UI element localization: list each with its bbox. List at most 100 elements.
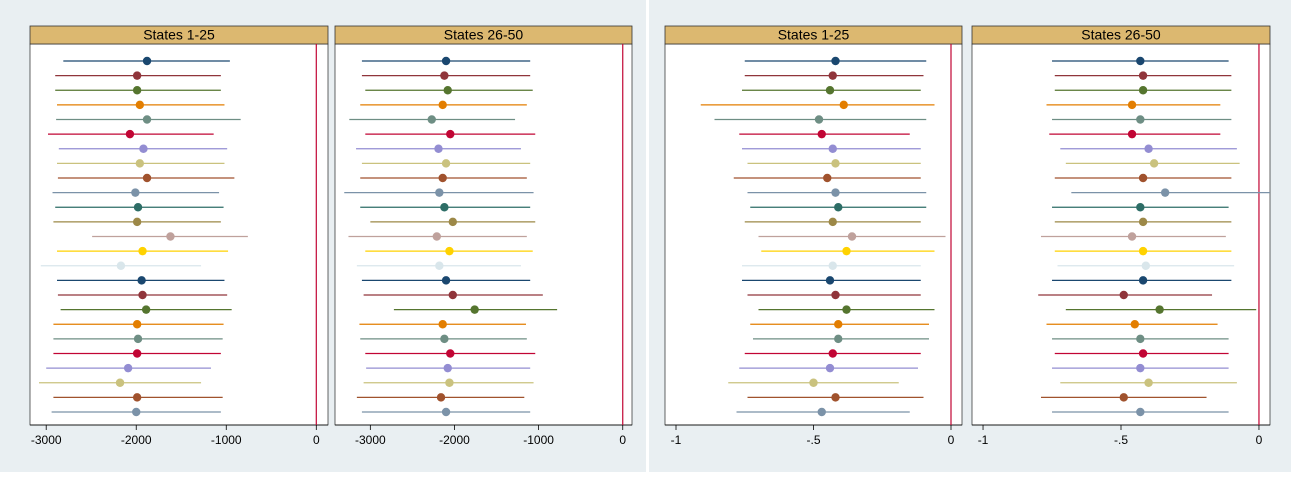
- x-tick-label: -1000: [523, 433, 554, 447]
- point-estimate: [825, 276, 835, 285]
- point-estimate: [445, 378, 454, 387]
- group-divider: [646, 0, 649, 472]
- point-estimate: [1149, 159, 1159, 168]
- point-estimate: [1136, 115, 1145, 124]
- point-estimate: [133, 334, 143, 344]
- point-estimate: [1136, 334, 1145, 344]
- point-estimate: [132, 71, 142, 80]
- point-estimate: [839, 100, 848, 110]
- point-estimate: [1138, 71, 1148, 80]
- point-estimate: [438, 173, 447, 183]
- point-estimate: [1138, 173, 1148, 183]
- point-estimate: [438, 320, 447, 329]
- point-estimate: [1138, 276, 1148, 285]
- point-estimate: [809, 378, 818, 387]
- point-estimate: [834, 334, 843, 344]
- x-tick-label: -1: [671, 433, 682, 447]
- panel-header: [29, 25, 329, 45]
- point-estimate: [441, 407, 451, 417]
- point-estimate: [1136, 407, 1145, 417]
- point-estimate: [142, 173, 152, 183]
- point-estimate: [831, 393, 840, 402]
- point-estimate: [131, 188, 140, 197]
- point-estimate: [1138, 217, 1148, 227]
- x-tick-label: -3000: [31, 433, 62, 447]
- point-estimate: [141, 305, 151, 314]
- series-group: [1038, 44, 1270, 425]
- x-tick-label: 0: [619, 433, 626, 447]
- point-estimate: [828, 144, 837, 153]
- panel-title: States 1-25: [143, 27, 215, 43]
- point-estimate: [436, 393, 446, 402]
- point-estimate: [435, 188, 444, 197]
- point-estimate: [1160, 188, 1170, 197]
- x-tick-label: 0: [313, 433, 320, 447]
- point-estimate: [1138, 86, 1148, 95]
- point-estimate: [441, 56, 451, 66]
- point-estimate: [817, 407, 826, 417]
- point-estimate: [135, 159, 145, 168]
- point-estimate: [448, 217, 457, 227]
- point-estimate: [435, 261, 444, 270]
- point-estimate: [132, 407, 141, 417]
- point-estimate: [125, 129, 135, 139]
- panel-title: States 26-50: [1081, 27, 1161, 43]
- point-estimate: [817, 129, 826, 139]
- x-tick-label: 0: [948, 433, 955, 447]
- point-estimate: [427, 115, 436, 124]
- point-estimate: [1155, 305, 1164, 314]
- point-estimate: [434, 144, 443, 153]
- point-estimate: [441, 159, 451, 168]
- point-estimate: [834, 320, 843, 329]
- x-tick-label: -.5: [1114, 433, 1128, 447]
- point-estimate: [132, 217, 142, 227]
- point-estimate: [1144, 378, 1153, 387]
- x-tick-label: -.5: [806, 433, 820, 447]
- point-estimate: [445, 246, 454, 256]
- point-estimate: [825, 86, 835, 95]
- point-estimate: [1136, 203, 1145, 212]
- point-estimate: [1138, 349, 1148, 358]
- point-estimate: [828, 71, 837, 80]
- point-estimate: [443, 363, 452, 373]
- point-estimate: [115, 378, 125, 387]
- x-tick-label: 0: [1256, 433, 1263, 447]
- point-estimate: [440, 203, 449, 212]
- point-estimate: [132, 86, 142, 95]
- point-estimate: [137, 276, 146, 285]
- panel-header: [664, 25, 963, 45]
- plot-area: [334, 43, 633, 426]
- point-estimate: [847, 232, 857, 241]
- point-estimate: [1119, 393, 1128, 402]
- point-estimate: [446, 349, 455, 358]
- point-estimate: [135, 100, 145, 110]
- x-tick-label: -1000: [211, 433, 242, 447]
- point-estimate: [166, 232, 175, 241]
- point-estimate: [116, 261, 126, 270]
- point-estimate: [1119, 290, 1128, 300]
- point-estimate: [432, 232, 442, 241]
- point-estimate: [1127, 232, 1137, 241]
- point-estimate: [831, 159, 840, 168]
- point-estimate: [828, 217, 837, 227]
- point-estimate: [448, 290, 457, 300]
- point-estimate: [831, 56, 840, 66]
- panel-title: States 1-25: [778, 27, 850, 43]
- point-estimate: [142, 115, 152, 124]
- point-estimate: [123, 363, 133, 373]
- point-estimate: [1136, 363, 1145, 373]
- x-tick-label: -3000: [355, 433, 386, 447]
- plot-area: [29, 43, 329, 426]
- panel-title: States 26-50: [444, 27, 524, 43]
- panel-header: [971, 25, 1271, 45]
- point-estimate: [1127, 100, 1137, 110]
- point-estimate: [1144, 144, 1153, 153]
- point-estimate: [138, 246, 147, 256]
- series-group: [39, 44, 317, 425]
- point-estimate: [440, 334, 449, 344]
- point-estimate: [443, 86, 452, 95]
- point-estimate: [438, 100, 447, 110]
- point-estimate: [1136, 56, 1145, 66]
- point-estimate: [132, 320, 142, 329]
